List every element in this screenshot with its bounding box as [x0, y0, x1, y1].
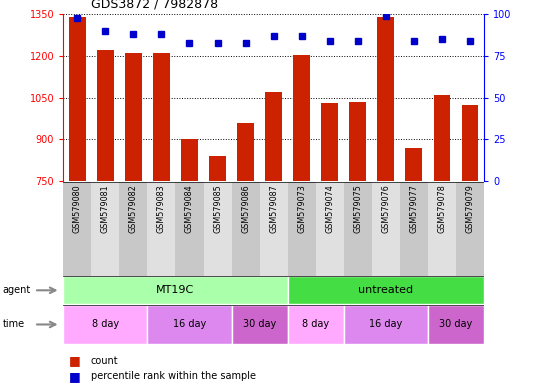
- Text: ■: ■: [69, 354, 80, 367]
- Bar: [288, 276, 484, 304]
- Text: GSM579079: GSM579079: [465, 184, 475, 233]
- Text: GSM579087: GSM579087: [269, 184, 278, 233]
- Bar: [428, 305, 484, 344]
- Bar: [63, 182, 91, 276]
- Bar: [175, 182, 204, 276]
- Bar: [147, 305, 232, 344]
- Text: GDS3872 / 7982878: GDS3872 / 7982878: [91, 0, 218, 10]
- Text: GSM579084: GSM579084: [185, 184, 194, 233]
- Text: MT19C: MT19C: [156, 285, 195, 295]
- Text: 8 day: 8 day: [92, 319, 119, 329]
- Text: 30 day: 30 day: [243, 319, 276, 329]
- Text: GSM579083: GSM579083: [157, 184, 166, 233]
- Bar: [63, 305, 147, 344]
- Bar: [316, 182, 344, 276]
- Bar: [288, 305, 344, 344]
- Text: GSM579080: GSM579080: [73, 184, 82, 233]
- Text: GSM579078: GSM579078: [437, 184, 447, 233]
- Bar: [349, 102, 366, 181]
- Bar: [153, 53, 170, 181]
- Bar: [209, 156, 226, 181]
- Bar: [428, 182, 456, 276]
- Text: GSM579085: GSM579085: [213, 184, 222, 233]
- Text: untreated: untreated: [358, 285, 414, 295]
- Bar: [63, 276, 288, 304]
- Text: 16 day: 16 day: [369, 319, 403, 329]
- Bar: [91, 182, 119, 276]
- Text: 8 day: 8 day: [302, 319, 329, 329]
- Bar: [204, 182, 232, 276]
- Text: percentile rank within the sample: percentile rank within the sample: [91, 371, 256, 381]
- Bar: [119, 182, 147, 276]
- Bar: [456, 182, 484, 276]
- Bar: [433, 95, 450, 181]
- Text: GSM579075: GSM579075: [353, 184, 362, 233]
- Bar: [321, 103, 338, 181]
- Bar: [377, 17, 394, 181]
- Bar: [69, 17, 86, 181]
- Text: GSM579086: GSM579086: [241, 184, 250, 233]
- Text: GSM579074: GSM579074: [325, 184, 334, 233]
- Bar: [181, 139, 198, 181]
- Bar: [232, 305, 288, 344]
- Bar: [147, 182, 175, 276]
- Text: ■: ■: [69, 370, 80, 383]
- Bar: [125, 53, 142, 181]
- Bar: [232, 182, 260, 276]
- Text: GSM579082: GSM579082: [129, 184, 138, 233]
- Bar: [400, 182, 428, 276]
- Text: 16 day: 16 day: [173, 319, 206, 329]
- Text: GSM579076: GSM579076: [381, 184, 390, 233]
- Text: GSM579073: GSM579073: [297, 184, 306, 233]
- Text: count: count: [91, 356, 118, 366]
- Bar: [97, 50, 114, 181]
- Text: GSM579077: GSM579077: [409, 184, 419, 233]
- Bar: [372, 182, 400, 276]
- Bar: [265, 92, 282, 181]
- Bar: [405, 148, 422, 181]
- Bar: [293, 55, 310, 181]
- Text: time: time: [3, 319, 25, 329]
- Text: agent: agent: [3, 285, 31, 295]
- Bar: [344, 182, 372, 276]
- Text: 30 day: 30 day: [439, 319, 472, 329]
- Bar: [260, 182, 288, 276]
- Bar: [237, 123, 254, 181]
- Bar: [461, 105, 478, 181]
- Bar: [288, 182, 316, 276]
- Bar: [344, 305, 428, 344]
- Text: GSM579081: GSM579081: [101, 184, 110, 233]
